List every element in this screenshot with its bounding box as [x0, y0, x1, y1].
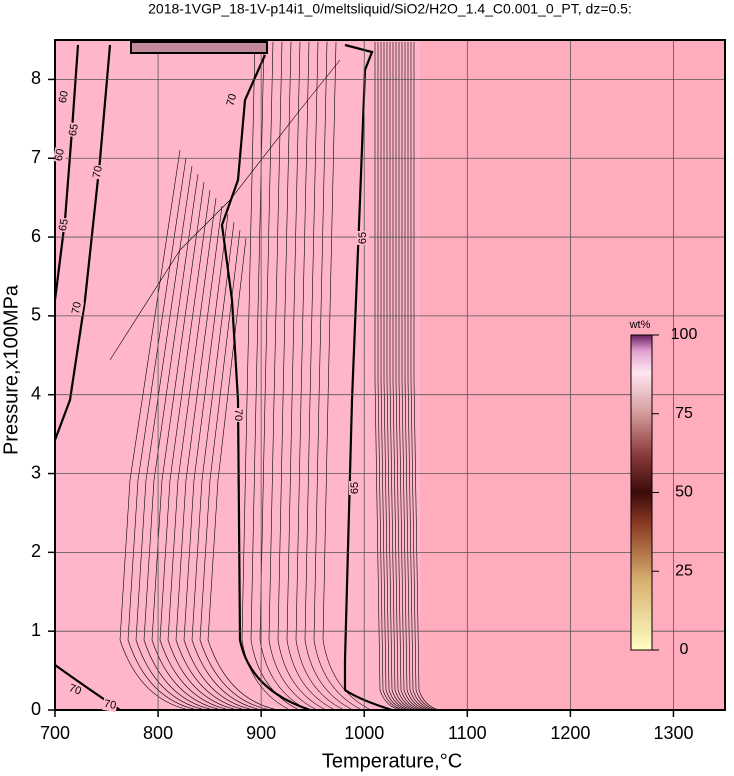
contour-label-bg	[56, 217, 72, 233]
y-tick-label: 6	[31, 226, 41, 246]
thin-contour	[259, 41, 309, 711]
thin-contour	[183, 213, 255, 711]
colorbar-tick-label: 100	[671, 326, 698, 343]
contour-label: 65	[57, 218, 71, 232]
plot-frame	[54, 39, 726, 711]
thin-contour	[389, 42, 416, 711]
thin-contour	[286, 41, 336, 711]
thin-contour	[250, 41, 300, 711]
thin-contour	[374, 42, 401, 711]
y-tick-label: 4	[31, 383, 41, 403]
contours	[53, 41, 440, 712]
contour-label-bg	[102, 697, 118, 713]
thin-contour	[380, 42, 407, 711]
thin-contour	[151, 181, 223, 711]
colorbar-tick-label: 25	[675, 562, 693, 579]
thin-contour	[407, 42, 434, 711]
contour-label: 70	[103, 698, 117, 712]
thin-contour	[268, 41, 318, 711]
thin-contour	[119, 149, 191, 711]
chart-title: 2018-1VGP_18-1V-p14i1_0/meltsliquid/SiO2…	[148, 1, 632, 17]
thin-contour	[383, 42, 410, 711]
contour-label-bg	[90, 164, 106, 180]
thin-contour	[127, 157, 199, 711]
contour-label-bg	[69, 300, 85, 316]
contour-label: 70	[91, 165, 105, 179]
thin-contour	[322, 41, 372, 711]
colorbar-label: wt%	[629, 319, 651, 331]
x-tick-label: 1000	[344, 723, 384, 743]
contour-label: 60	[53, 148, 67, 162]
thin-contour	[159, 189, 231, 711]
thin-contour	[395, 42, 422, 711]
thin-contour	[191, 221, 263, 711]
plot-background-right	[420, 40, 725, 710]
contour-label: 65	[67, 123, 81, 137]
thin-contour	[143, 173, 215, 711]
thin-contour	[398, 42, 425, 711]
y-tick-label: 2	[31, 541, 41, 561]
thin-contour	[377, 42, 404, 711]
colorbar	[630, 334, 653, 651]
contour-label-bg	[66, 681, 84, 699]
thin-contour	[295, 41, 345, 711]
contour-patch	[130, 41, 268, 54]
thin-contour	[199, 229, 271, 711]
colorbar-tick-label: 50	[675, 484, 693, 501]
x-tick-label: 1100	[448, 723, 487, 743]
thin-contour	[135, 165, 207, 711]
contour-label-bg	[66, 122, 82, 138]
colorbar-tick-label: 75	[675, 405, 693, 422]
thin-contour	[401, 42, 428, 711]
contour-label: 70	[70, 301, 84, 315]
contour-label-bg	[232, 408, 244, 422]
bold-contour	[220, 54, 311, 712]
contour-label-bg	[224, 91, 240, 109]
thin-contour	[413, 42, 440, 711]
y-tick-label: 8	[31, 68, 41, 88]
contour-label: 70	[232, 409, 244, 421]
thin-contour	[304, 41, 354, 711]
thin-contour	[207, 237, 279, 711]
bold-contour	[53, 44, 112, 441]
contour-label: 65	[349, 482, 361, 494]
contour-label: 65	[357, 232, 369, 244]
contour-label-bg	[56, 89, 72, 105]
x-axis-label: Temperature,°C	[322, 750, 462, 772]
colorbar-tick-label: 0	[680, 641, 689, 658]
y-tick-label: 7	[31, 147, 41, 167]
y-tick-label: 3	[31, 462, 41, 482]
y-tick-label: 0	[31, 699, 41, 719]
x-tick-label: 800	[143, 723, 173, 743]
y-tick-label: 1	[31, 620, 41, 640]
contour-label: 70	[225, 93, 240, 108]
thin-contour	[277, 41, 327, 711]
thin-contour	[167, 197, 239, 711]
thin-contour	[392, 42, 419, 711]
thin-contour	[386, 42, 413, 711]
bold-contour	[343, 43, 393, 712]
x-tick-label: 900	[246, 723, 276, 743]
thin-contour	[313, 41, 363, 711]
thin-contour	[241, 41, 291, 711]
thin-contour	[404, 42, 431, 711]
contour-label: 60	[57, 90, 71, 104]
bold-contour	[53, 44, 80, 301]
thin-contour	[410, 42, 437, 711]
x-tick-label: 700	[40, 723, 70, 743]
y-tick-label: 5	[31, 305, 41, 325]
x-tick-label: 1300	[653, 723, 693, 743]
thin-contour	[175, 205, 247, 711]
x-tick-label: 1200	[550, 723, 590, 743]
contour-label: 70	[67, 682, 83, 697]
contour-label-bg	[349, 481, 361, 495]
contour-label-bg	[52, 147, 68, 163]
contour-label-bg	[357, 231, 369, 245]
y-axis-label: Pressure,x100MPa	[0, 284, 22, 455]
